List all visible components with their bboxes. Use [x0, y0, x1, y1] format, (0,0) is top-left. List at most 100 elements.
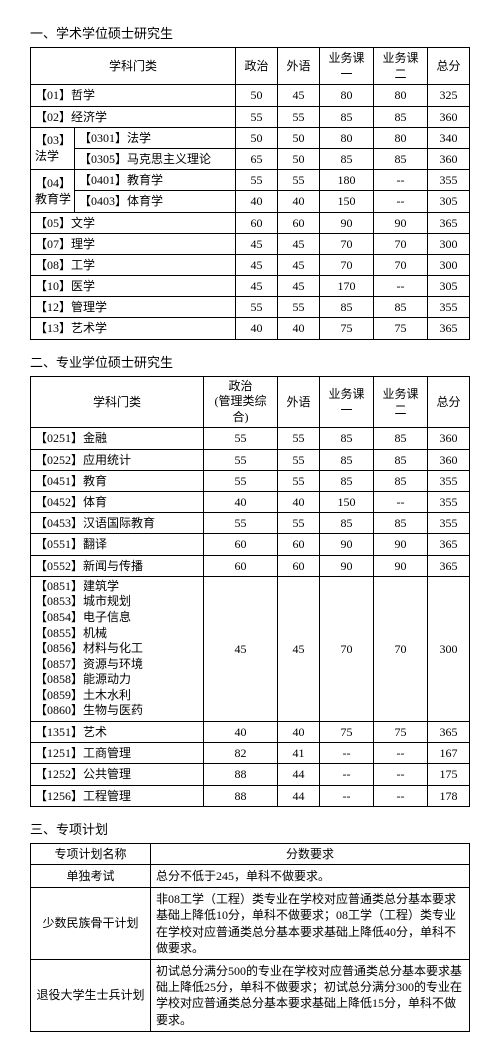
th-c2: 业务课二 [374, 48, 428, 85]
cat: 【0453】汉语国际教育 [31, 513, 204, 534]
cell: 360 [428, 449, 470, 470]
cell: -- [374, 764, 428, 785]
cell: 365 [428, 318, 470, 339]
cell: -- [374, 743, 428, 764]
table-row: 【12】管理学 55 55 85 85 355 [31, 297, 470, 318]
cell: 180 [320, 170, 374, 191]
cat: 【0252】应用统计 [31, 449, 204, 470]
cat: 【1351】艺术 [31, 722, 204, 743]
cat: 【08】工学 [31, 254, 236, 275]
cat: 【1252】公共管理 [31, 764, 204, 785]
cell: 45 [278, 276, 320, 297]
cell: 55 [236, 170, 278, 191]
cell: 85 [374, 513, 428, 534]
cell: 178 [428, 785, 470, 806]
cell: 70 [374, 576, 428, 721]
table-row: 【02】经济学 55 55 85 85 360 [31, 106, 470, 127]
cell: -- [374, 191, 428, 212]
cell: 70 [374, 233, 428, 254]
cell: 70 [374, 254, 428, 275]
cell: 40 [278, 491, 320, 512]
th-lang: 外语 [278, 376, 320, 428]
cat: 【0451】教育 [31, 470, 204, 491]
table-row: 【1252】公共管理 88 44 -- -- 175 [31, 764, 470, 785]
cell: 305 [428, 191, 470, 212]
table-row: 少数民族骨干计划 非08工学（工程）类专业在学校对应普通类总分基本要求基础上降低… [31, 888, 470, 960]
table-row: 退役大学生士兵计划 初试总分满分500的专业在学校对应普通类总分基本要求基础上降… [31, 959, 470, 1031]
cell: 300 [428, 233, 470, 254]
cell: 85 [374, 297, 428, 318]
cell: 90 [320, 212, 374, 233]
cell: 305 [428, 276, 470, 297]
cell: 50 [236, 127, 278, 148]
cell: -- [320, 785, 374, 806]
cell: 82 [204, 743, 278, 764]
cell: 360 [428, 148, 470, 169]
cell: 55 [278, 106, 320, 127]
cat: 【0251】金融 [31, 428, 204, 449]
cell: 60 [204, 555, 278, 576]
cat: 【0552】新闻与传播 [31, 555, 204, 576]
table-row: 【0552】新闻与传播 60 60 90 90 365 [31, 555, 470, 576]
table-row: 【0851】建筑学【0853】城市规划【0854】电子信息【0855】机械【08… [31, 576, 470, 721]
plan-name: 少数民族骨干计划 [31, 888, 151, 960]
table-row: 【03】法学 【0301】法学 50 50 80 80 340 [31, 127, 470, 148]
cell: 40 [278, 191, 320, 212]
cell: 90 [320, 534, 374, 555]
table-row: 【0452】体育 40 40 150 -- 355 [31, 491, 470, 512]
cell: 55 [236, 106, 278, 127]
table-row: 【01】哲学 50 45 80 80 325 [31, 85, 470, 106]
th-cat: 学科门类 [31, 376, 204, 428]
cell: 85 [320, 470, 374, 491]
cell: 55 [278, 297, 320, 318]
cell: 85 [374, 449, 428, 470]
cell: 300 [428, 576, 470, 721]
cat: 【0305】马克思主义理论 [75, 148, 236, 169]
cell: 55 [278, 170, 320, 191]
cell: 44 [278, 764, 320, 785]
table-row: 【13】艺术学 40 40 75 75 365 [31, 318, 470, 339]
th-tot: 总分 [428, 48, 470, 85]
th-pol: 政治 [236, 48, 278, 85]
cell: -- [374, 276, 428, 297]
cell: -- [374, 491, 428, 512]
cell: 44 [278, 785, 320, 806]
table-row: 【0453】汉语国际教育 55 55 85 85 355 [31, 513, 470, 534]
group-label: 【03】法学 [31, 127, 75, 169]
cell: 55 [278, 449, 320, 470]
table-row: 【05】文学 60 60 90 90 365 [31, 212, 470, 233]
cell: 85 [320, 106, 374, 127]
cell: 50 [236, 85, 278, 106]
cell: 360 [428, 106, 470, 127]
cell: 70 [320, 576, 374, 721]
cell: 60 [278, 534, 320, 555]
cell: 85 [320, 449, 374, 470]
cell: 88 [204, 764, 278, 785]
cell: 55 [278, 470, 320, 491]
cat: 【05】文学 [31, 212, 236, 233]
cell: 80 [374, 85, 428, 106]
cell: 365 [428, 722, 470, 743]
cell: 80 [374, 127, 428, 148]
big-group: 【0851】建筑学【0853】城市规划【0854】电子信息【0855】机械【08… [31, 576, 204, 721]
cell: 75 [320, 722, 374, 743]
cell: 355 [428, 513, 470, 534]
section3-title: 三、专项计划 [30, 819, 470, 838]
cell: 55 [204, 428, 278, 449]
cell: 90 [374, 555, 428, 576]
cell: 40 [204, 722, 278, 743]
table-row: 【0305】马克思主义理论 65 50 85 85 360 [31, 148, 470, 169]
cell: -- [374, 170, 428, 191]
cell: 150 [320, 491, 374, 512]
cell: 355 [428, 491, 470, 512]
th-req: 分数要求 [151, 843, 470, 864]
cell: 45 [236, 254, 278, 275]
cell: 88 [204, 785, 278, 806]
cell: 85 [374, 148, 428, 169]
th-c2: 业务课二 [374, 376, 428, 428]
cell: 50 [278, 127, 320, 148]
cat: 【13】艺术学 [31, 318, 236, 339]
plan-req: 初试总分满分500的专业在学校对应普通类总分基本要求基础上降低25分，单科不做要… [151, 959, 470, 1031]
cell: 41 [278, 743, 320, 764]
cell: 55 [278, 513, 320, 534]
